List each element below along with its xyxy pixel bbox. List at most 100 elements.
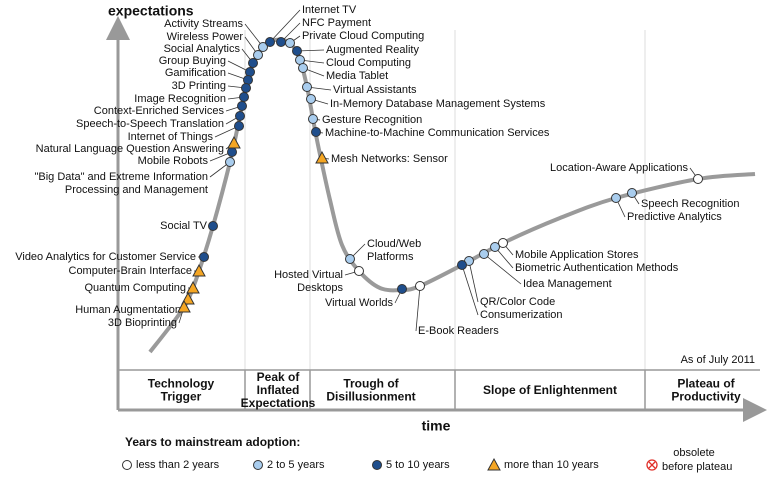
leader-line	[468, 260, 479, 303]
technology-marker	[345, 254, 355, 264]
phase-label: Disillusionment	[326, 390, 415, 404]
leader-line	[269, 9, 301, 43]
technology-label: Image Recognition	[134, 93, 226, 105]
technology-label: Social Analytics	[164, 43, 241, 55]
technology-label: NFC Payment	[302, 17, 371, 29]
technology-marker	[611, 193, 621, 203]
technology-marker	[192, 263, 206, 277]
technology-label: Predictive Analytics	[627, 211, 722, 223]
technology-marker	[227, 147, 237, 157]
legend-marker	[646, 459, 658, 471]
technology-label: Media Tablet	[326, 70, 388, 82]
technology-label: Augmented Reality	[326, 44, 419, 56]
technology-marker	[490, 242, 500, 252]
phase-label: Plateau of	[677, 377, 735, 391]
legend-label: 2 to 5 years	[267, 459, 325, 471]
phase-label: Peak of	[257, 370, 301, 384]
phase-label: Productivity	[671, 390, 741, 404]
technology-label: 3D Printing	[172, 80, 226, 92]
technology-marker	[415, 281, 425, 291]
legend-marker	[487, 457, 501, 471]
technology-label: Human Augmentation	[75, 304, 181, 316]
legend-label: more than 10 years	[504, 459, 599, 471]
technology-label: Machine-to-Machine Communication Service…	[325, 127, 550, 139]
technology-marker	[276, 37, 286, 47]
phase-label: Slope of Enlightenment	[483, 383, 617, 397]
technology-marker	[354, 266, 364, 276]
technology-marker	[693, 174, 703, 184]
technology-label: Mobile Application Stores	[515, 249, 639, 261]
technology-label: Consumerization	[480, 309, 563, 321]
phase-label: Technology	[148, 377, 215, 391]
technology-marker	[227, 135, 241, 149]
technology-marker	[248, 58, 258, 68]
technology-marker	[498, 238, 508, 248]
technology-marker	[285, 38, 295, 48]
technology-label: Platforms	[367, 251, 414, 263]
technology-label: E-Book Readers	[418, 325, 499, 337]
technology-marker	[235, 111, 245, 121]
technology-label: Gesture Recognition	[322, 114, 422, 126]
technology-label: Internet TV	[302, 4, 357, 16]
technology-label: Speech-to-Speech Translation	[76, 118, 224, 130]
technology-label: Desktops	[297, 282, 343, 294]
technology-label: Mesh Networks: Sensor	[331, 153, 448, 165]
legend-marker	[372, 460, 382, 470]
legend-marker	[253, 460, 263, 470]
technology-marker	[181, 291, 195, 305]
technology-label: Cloud/Web	[367, 238, 421, 250]
technology-label: In-Memory Database Management Systems	[330, 98, 546, 110]
technology-marker	[306, 94, 316, 104]
technology-marker	[186, 280, 200, 294]
technology-marker	[208, 221, 218, 231]
technology-label: Cloud Computing	[326, 57, 411, 69]
technology-marker	[234, 121, 244, 131]
technology-label: Speech Recognition	[641, 198, 739, 210]
leader-line	[415, 285, 421, 332]
phase-label: Expectations	[241, 396, 316, 410]
technology-marker	[237, 101, 247, 111]
technology-label: Idea Management	[523, 278, 612, 290]
legend-marker	[122, 460, 132, 470]
technology-marker	[479, 249, 489, 259]
phase-band-dividers	[118, 369, 760, 410]
technology-label: Processing and Management	[65, 184, 208, 196]
technology-label: Private Cloud Computing	[302, 30, 424, 42]
hype-curve	[148, 37, 756, 354]
technology-marker	[258, 42, 268, 52]
technology-label: Activity Streams	[164, 18, 243, 30]
technology-label: Social TV	[160, 220, 208, 232]
technology-marker	[457, 260, 467, 270]
technology-marker	[308, 114, 318, 124]
technology-marker	[253, 50, 263, 60]
technology-label: Group Buying	[159, 55, 226, 67]
technology-label: Biometric Authentication Methods	[515, 262, 679, 274]
technology-label: Virtual Worlds	[325, 297, 394, 309]
technology-label: Computer-Brain Interface	[69, 265, 193, 277]
leader-line	[461, 264, 479, 316]
technology-label: Wireless Power	[167, 31, 244, 43]
technology-label: Mobile Robots	[138, 155, 209, 167]
technology-marker	[199, 252, 209, 262]
legend-label: before plateau	[662, 461, 732, 473]
technology-marker	[627, 188, 637, 198]
phase-label: Inflated	[257, 383, 300, 397]
phase-label: Trough of	[343, 377, 399, 391]
legend-label: 5 to 10 years	[386, 459, 450, 471]
x-axis-label: time	[422, 418, 451, 434]
technology-marker	[292, 46, 302, 56]
technology-marker	[239, 92, 249, 102]
technology-marker	[315, 150, 329, 164]
technology-label: QR/Color Code	[480, 296, 555, 308]
technology-marker	[225, 157, 235, 167]
technology-label: Gamification	[165, 67, 226, 79]
date-note: As of July 2011	[681, 354, 755, 366]
technology-label: Hosted Virtual	[274, 269, 343, 281]
technology-label: Internet of Things	[128, 131, 214, 143]
legend-label: less than 2 years	[136, 459, 220, 471]
technology-label: Natural Language Question Answering	[36, 143, 224, 155]
technology-label: Video Analytics for Customer Service	[15, 251, 196, 263]
technology-marker	[265, 37, 275, 47]
technology-label: 3D Bioprinting	[108, 317, 177, 329]
